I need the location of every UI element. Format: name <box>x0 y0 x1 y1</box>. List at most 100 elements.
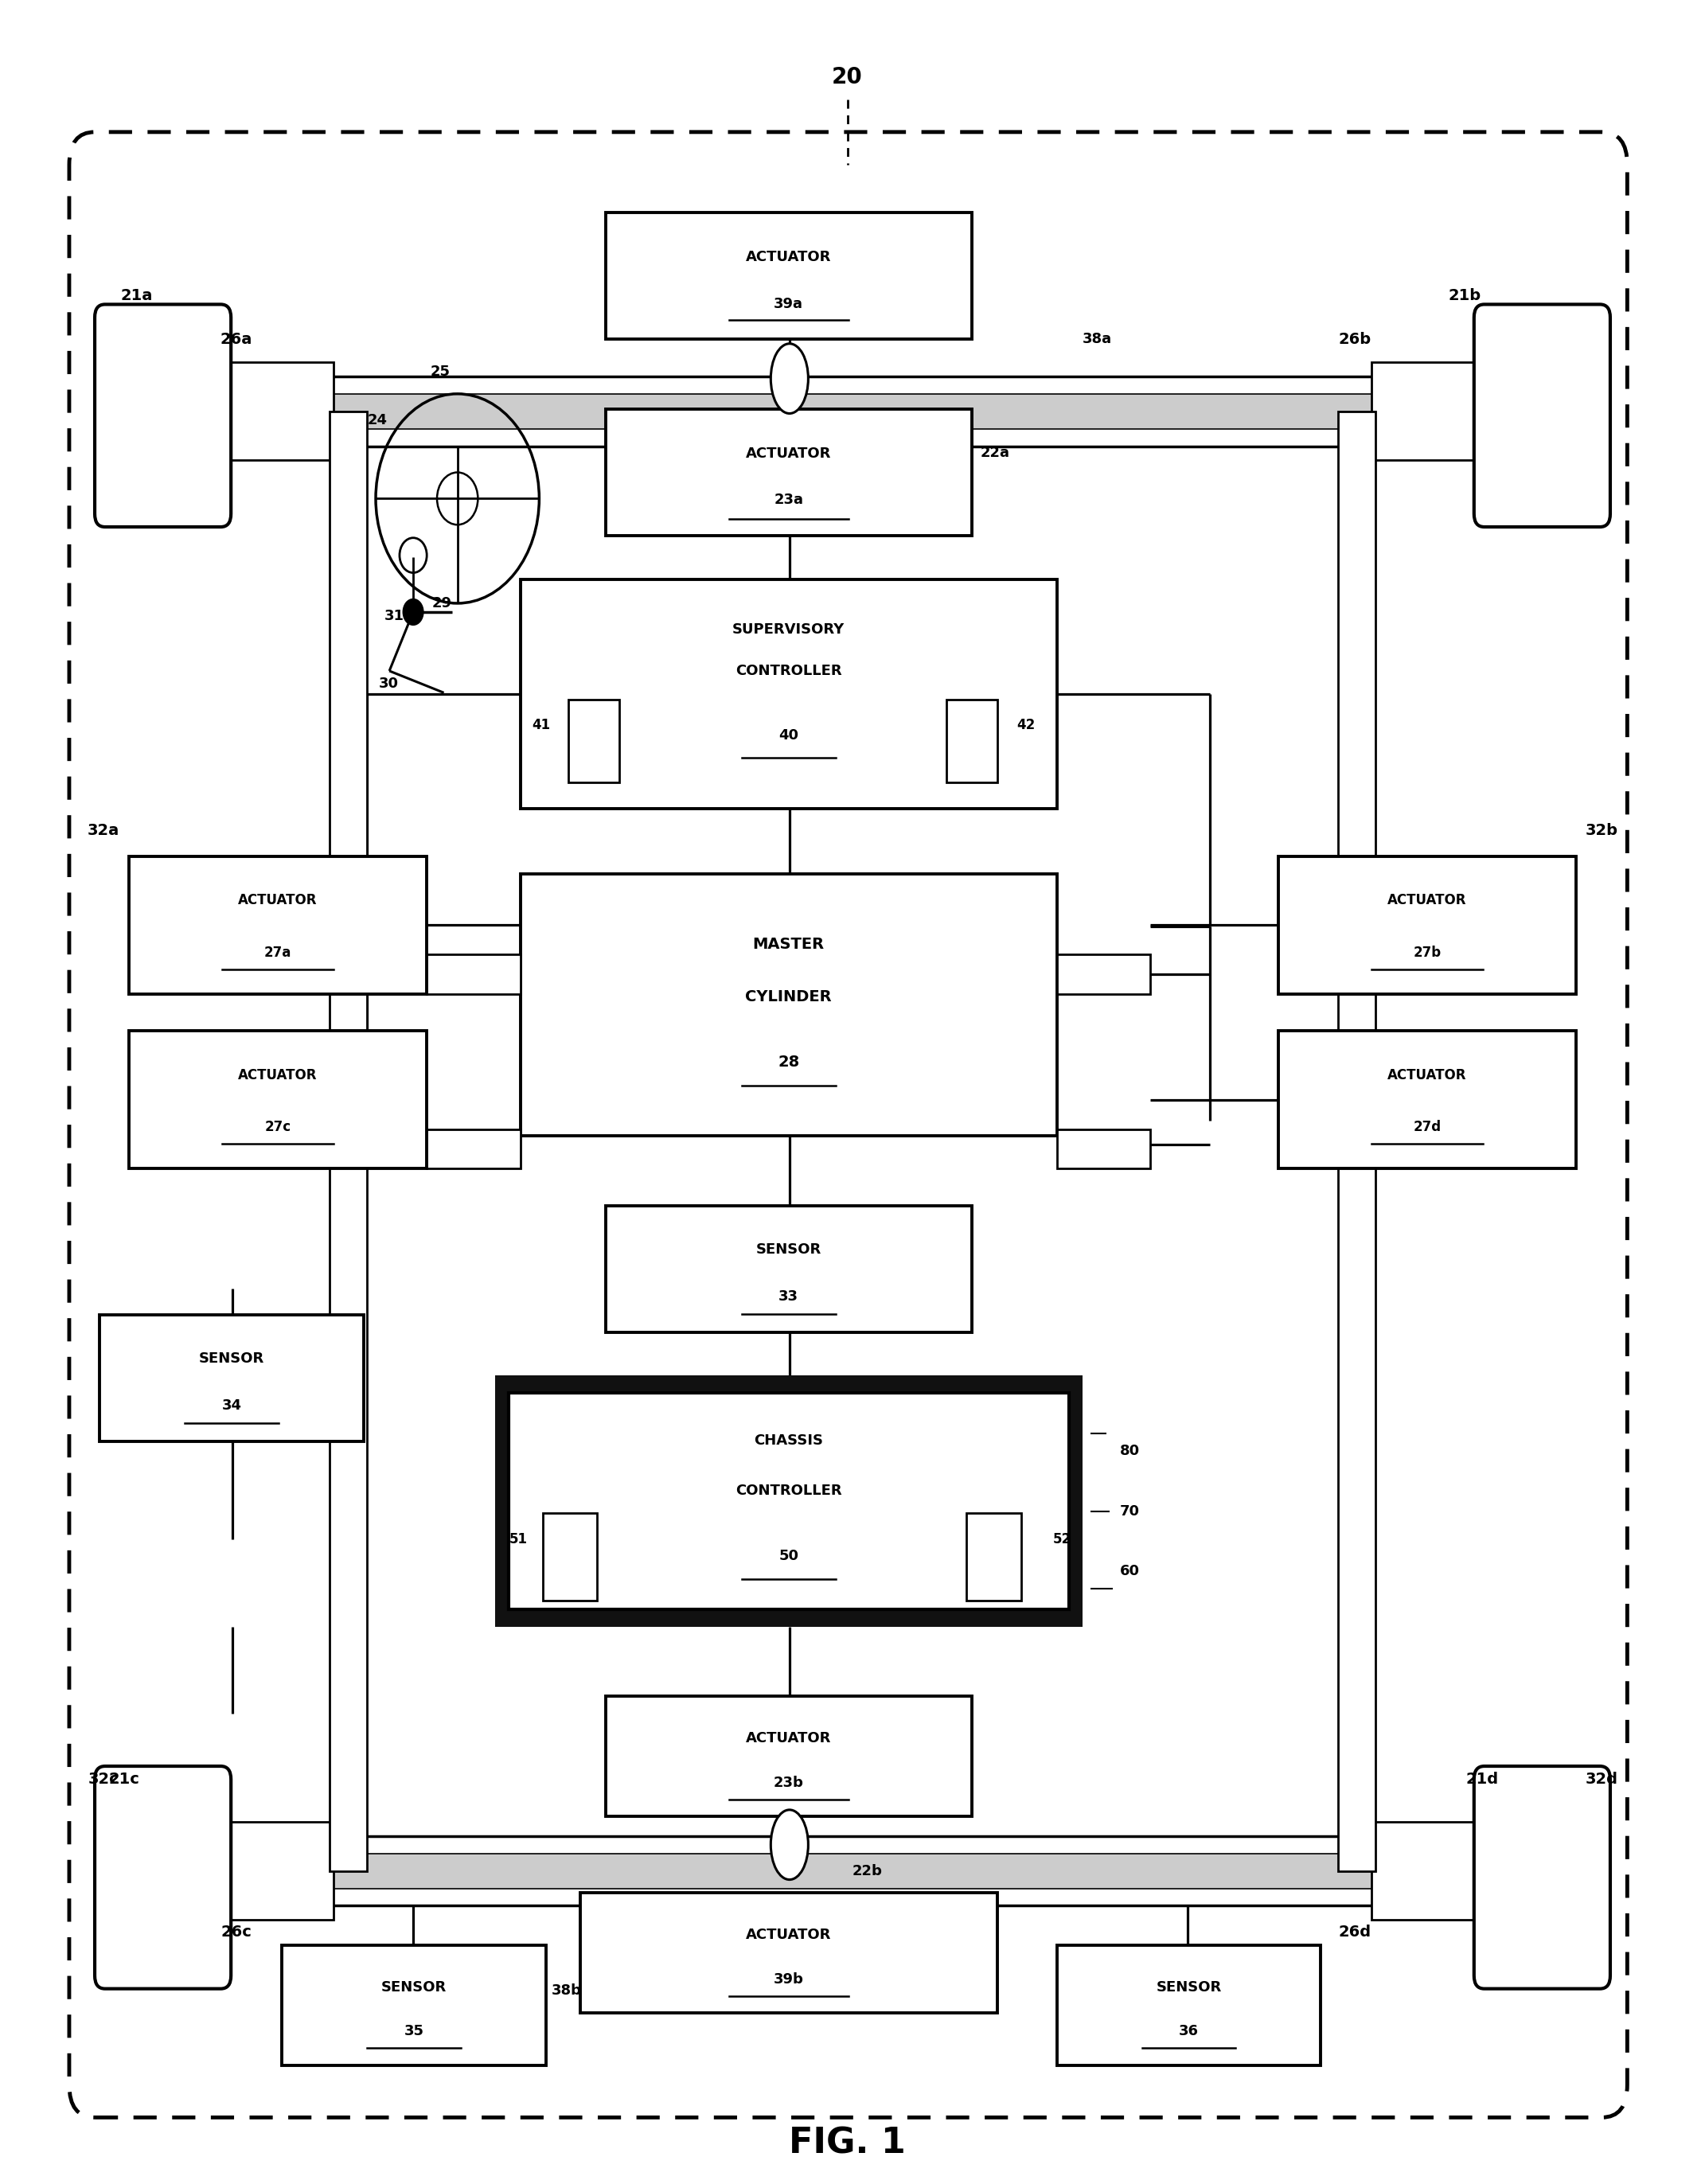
Text: 51: 51 <box>510 1533 529 1546</box>
Bar <box>605 408 972 535</box>
Bar <box>222 376 1483 446</box>
Text: SUPERVISORY: SUPERVISORY <box>733 622 846 638</box>
Bar <box>494 1376 1083 1627</box>
FancyBboxPatch shape <box>95 304 230 526</box>
Text: 42: 42 <box>1016 719 1035 732</box>
Text: 27d: 27d <box>1413 1120 1441 1133</box>
Bar <box>1373 363 1483 461</box>
Text: 20: 20 <box>832 66 863 90</box>
Text: 35: 35 <box>404 2025 425 2038</box>
Text: 21c: 21c <box>109 1771 140 1787</box>
Text: 23a: 23a <box>774 494 803 507</box>
Text: 29: 29 <box>431 596 452 612</box>
Bar <box>946 699 997 782</box>
Bar <box>508 1393 1069 1610</box>
Text: 31: 31 <box>384 609 404 625</box>
Bar <box>568 699 619 782</box>
Text: 21d: 21d <box>1466 1771 1499 1787</box>
Bar <box>1279 1031 1575 1168</box>
Bar <box>1057 1129 1151 1168</box>
Bar <box>605 212 972 339</box>
FancyBboxPatch shape <box>1475 304 1610 526</box>
Bar <box>130 1031 426 1168</box>
Text: 70: 70 <box>1120 1505 1139 1518</box>
Bar <box>605 1697 972 1817</box>
Text: 27c: 27c <box>264 1120 292 1133</box>
Bar <box>1279 856 1575 994</box>
Circle shape <box>402 598 423 625</box>
Text: 26d: 26d <box>1338 1924 1371 1939</box>
Text: 32c: 32c <box>89 1771 119 1787</box>
Bar <box>605 1206 972 1332</box>
Text: 23b: 23b <box>774 1776 803 1791</box>
Bar <box>520 874 1057 1136</box>
Bar <box>222 363 332 461</box>
Ellipse shape <box>771 1811 808 1880</box>
Text: 21b: 21b <box>1449 288 1482 304</box>
Text: ACTUATOR: ACTUATOR <box>745 1928 832 1942</box>
Text: CHASSIS: CHASSIS <box>754 1433 824 1448</box>
Text: 60: 60 <box>1120 1564 1139 1579</box>
Bar <box>542 1514 597 1601</box>
Text: CYLINDER: CYLINDER <box>745 989 832 1005</box>
Text: 39a: 39a <box>774 297 803 310</box>
Text: 26c: 26c <box>220 1924 252 1939</box>
Text: 22a: 22a <box>980 446 1009 461</box>
Bar <box>222 1821 332 1920</box>
Text: CONTROLLER: CONTROLLER <box>735 1483 842 1498</box>
FancyBboxPatch shape <box>95 1767 230 1990</box>
Ellipse shape <box>771 343 808 413</box>
Text: CONTROLLER: CONTROLLER <box>735 664 842 677</box>
Text: SENSOR: SENSOR <box>199 1352 264 1365</box>
Text: ACTUATOR: ACTUATOR <box>239 1068 317 1081</box>
Text: 38a: 38a <box>1083 332 1112 347</box>
Bar <box>426 954 520 994</box>
Text: 33: 33 <box>779 1289 798 1304</box>
Bar <box>225 1854 1480 1889</box>
Bar <box>580 1894 997 2014</box>
Text: 32d: 32d <box>1586 1771 1618 1787</box>
Text: 32a: 32a <box>87 823 119 839</box>
Bar <box>281 1946 546 2066</box>
Bar <box>1057 1946 1321 2066</box>
Text: ACTUATOR: ACTUATOR <box>1388 893 1466 909</box>
Text: 36: 36 <box>1178 2025 1199 2038</box>
Text: ACTUATOR: ACTUATOR <box>239 893 317 909</box>
Bar <box>101 1315 363 1441</box>
Text: ACTUATOR: ACTUATOR <box>745 1732 832 1745</box>
Text: 25: 25 <box>430 365 450 380</box>
Bar <box>1338 411 1376 1872</box>
Text: 38b: 38b <box>551 1983 581 1998</box>
Text: SENSOR: SENSOR <box>755 1243 822 1258</box>
Text: 80: 80 <box>1120 1444 1141 1459</box>
Text: SENSOR: SENSOR <box>382 1981 447 1994</box>
Bar <box>520 579 1057 808</box>
FancyBboxPatch shape <box>1475 1767 1610 1990</box>
Text: 27b: 27b <box>1413 946 1441 959</box>
Text: 27a: 27a <box>264 946 292 959</box>
Text: 39b: 39b <box>774 1972 803 1985</box>
Text: 40: 40 <box>779 727 798 743</box>
Text: 21a: 21a <box>121 288 152 304</box>
Text: ACTUATOR: ACTUATOR <box>1388 1068 1466 1081</box>
Bar <box>130 856 426 994</box>
Text: 50: 50 <box>779 1548 798 1564</box>
Bar <box>426 1129 520 1168</box>
Bar <box>1057 954 1151 994</box>
Bar <box>225 393 1480 428</box>
Text: SENSOR: SENSOR <box>1156 1981 1221 1994</box>
Text: MASTER: MASTER <box>754 937 825 952</box>
Bar <box>329 411 367 1872</box>
Text: 26b: 26b <box>1338 332 1371 347</box>
Text: 30: 30 <box>379 677 399 690</box>
Text: 34: 34 <box>222 1398 242 1413</box>
Text: ACTUATOR: ACTUATOR <box>745 446 832 461</box>
Text: 26a: 26a <box>220 332 252 347</box>
Text: ACTUATOR: ACTUATOR <box>745 249 832 264</box>
Text: FIG. 1: FIG. 1 <box>789 2127 905 2160</box>
Bar <box>967 1514 1021 1601</box>
Bar <box>222 1837 1483 1907</box>
Text: 41: 41 <box>532 719 551 732</box>
Text: 28: 28 <box>777 1055 800 1070</box>
Text: 24: 24 <box>367 413 387 428</box>
